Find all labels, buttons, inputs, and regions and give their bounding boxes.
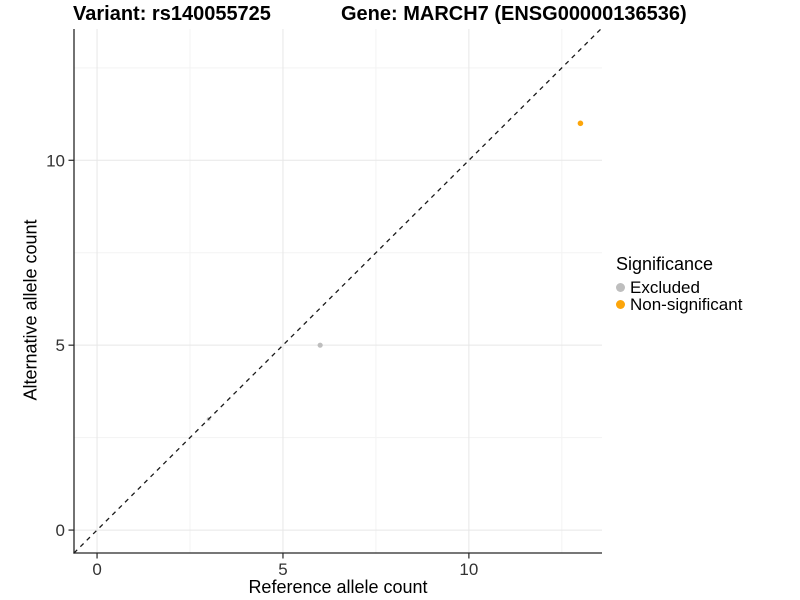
y-axis-title: Alternative allele count	[20, 219, 41, 401]
legend-item-non-significant: Non-significant	[616, 294, 743, 314]
legend-item-label: Excluded	[630, 277, 700, 297]
svg-text:0: 0	[92, 560, 101, 579]
x-axis-title: Reference allele count	[248, 577, 428, 597]
axis-lines	[73, 29, 602, 554]
excluded-swatch-icon	[616, 283, 625, 292]
legend-item-excluded: Excluded	[616, 277, 742, 297]
svg-text:0: 0	[56, 521, 65, 540]
svg-text:5: 5	[56, 336, 65, 355]
data-points	[206, 120, 584, 422]
axis-tick-marks	[68, 159, 470, 559]
legend-title: Significance	[616, 254, 714, 274]
svg-text:5: 5	[278, 560, 287, 579]
non-significant-swatch-icon	[616, 300, 625, 309]
minor-gridlines	[74, 29, 602, 553]
svg-text:10: 10	[459, 560, 478, 579]
gene-title: Gene: MARCH7 (ENSG00000136536)	[341, 3, 687, 25]
legend-item-label: Non-significant	[630, 294, 743, 314]
variant-title: Variant: rs140055725	[73, 3, 271, 25]
axis-tick-labels: 0 5 10 0 5 10	[46, 151, 478, 579]
legend: Significance Excluded Non-significant	[616, 254, 743, 314]
identity-dashed-line	[73, 28, 602, 554]
svg-text:10: 10	[46, 151, 65, 170]
major-gridlines	[74, 29, 602, 553]
